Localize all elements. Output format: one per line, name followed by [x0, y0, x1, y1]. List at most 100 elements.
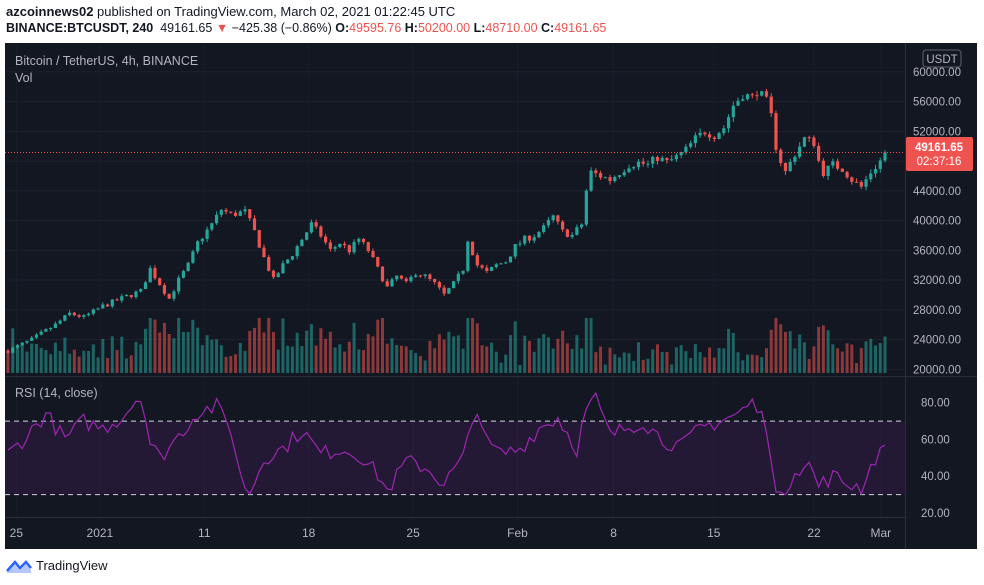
chart-svg[interactable]: 25 2021 11 18 25 Feb 8 15 22 Mar 20000.00 24000.00… [5, 43, 977, 549]
candle-body [466, 241, 470, 271]
candle-body [556, 215, 560, 222]
volume-bar [878, 343, 882, 373]
volume-bar [437, 334, 441, 373]
volume-bar [798, 334, 802, 373]
price-tick-label: 44000.00 [913, 186, 961, 198]
volume-bar [874, 345, 878, 373]
time-tick-label: Mar [870, 526, 891, 540]
candle-body [376, 257, 380, 267]
volume-bar [91, 344, 95, 373]
volume-bar [162, 322, 166, 373]
volume-bar [452, 336, 456, 373]
volume-bar [831, 344, 835, 373]
volume-bar [845, 343, 849, 373]
volume-bar [760, 357, 764, 373]
candle-body [570, 234, 574, 237]
volume-bar [58, 351, 62, 373]
rsi-tick-label: 60.00 [921, 434, 950, 446]
candle-body [636, 161, 641, 168]
volume-bar [783, 331, 787, 373]
candle-body [177, 277, 181, 292]
volume-bar [115, 350, 119, 373]
volume-bar [594, 352, 598, 373]
volume-bar [267, 318, 271, 373]
brand-name: TradingView [36, 558, 108, 573]
volume-bar [44, 350, 48, 373]
candle-body [646, 163, 650, 165]
candle-body [319, 226, 323, 237]
volume-bar [840, 351, 844, 373]
time-tick-label: 22 [807, 526, 821, 540]
candle-body [77, 315, 81, 317]
candle-body [333, 247, 337, 249]
volume-bar [295, 332, 299, 373]
volume-bar [262, 332, 266, 373]
volume-bar [518, 365, 522, 373]
currency-label: USDT [926, 54, 957, 66]
volume-bar [257, 318, 261, 373]
candle-body [20, 342, 24, 346]
time-tick-label: 11 [198, 526, 211, 540]
candle-body [110, 299, 114, 307]
volume-bar [480, 345, 484, 373]
candle-body [854, 181, 859, 183]
volume-bar [722, 348, 726, 373]
symbol-label: BINANCE:BTCUSDT, 240 [6, 21, 154, 35]
currency-badge[interactable]: USDT [922, 49, 962, 68]
volume-bar [324, 338, 328, 373]
candle-body [750, 94, 754, 96]
candle-body [613, 176, 617, 182]
candle-body [575, 227, 579, 235]
candle-body [632, 167, 636, 169]
volume-bar [15, 345, 19, 373]
volume-bar [817, 326, 821, 373]
volume-bar [736, 352, 740, 373]
volume-bar [466, 318, 470, 373]
volume-bar [96, 357, 100, 373]
candle-body [708, 134, 712, 138]
price-tag-value: 49161.65 [915, 142, 964, 154]
candle-body [802, 137, 807, 147]
candle-body [433, 278, 437, 282]
candle-body [328, 242, 332, 249]
candle-body [594, 170, 598, 174]
volume-bar [485, 346, 489, 373]
volume-bar [508, 335, 512, 373]
volume-bar [87, 351, 91, 373]
candle-body [684, 146, 688, 153]
volume-bar [494, 351, 498, 373]
volume-bar [869, 338, 873, 373]
author-name[interactable]: azcoinnews02 [6, 4, 94, 19]
candle-body [812, 137, 816, 146]
tradingview-branding[interactable]: TradingView [6, 558, 108, 573]
chart-area[interactable]: 25 2021 11 18 25 Feb 8 15 22 Mar 20000.00 24000.00… [5, 43, 977, 549]
volume-bar [281, 318, 285, 373]
volume-bar [570, 348, 574, 373]
candle-body [518, 243, 522, 245]
volume-bar [366, 334, 370, 373]
volume-bar [234, 354, 238, 373]
volume-bar [414, 353, 418, 373]
volume-bar [385, 343, 389, 373]
candle-body [840, 168, 844, 172]
candle-body [352, 241, 356, 253]
candle-body [267, 257, 271, 271]
volume-bar [338, 344, 342, 373]
volume-bar [727, 328, 731, 373]
candle-body [774, 113, 778, 150]
candle-body [580, 224, 584, 228]
candle-body [845, 171, 849, 178]
low-label: L: [473, 21, 486, 35]
volume-bar [703, 357, 707, 373]
candle-body [357, 238, 361, 242]
candle-body [489, 267, 494, 271]
time-tick-label: Feb [507, 526, 528, 540]
volume-bar [72, 349, 76, 373]
volume-bar [655, 344, 659, 373]
volume-bar [139, 344, 143, 373]
volume-bar [409, 350, 413, 373]
candle-body [395, 275, 399, 280]
candle-body [608, 177, 612, 182]
time-tick-label: 25 [10, 526, 24, 540]
candle-body [409, 276, 413, 282]
